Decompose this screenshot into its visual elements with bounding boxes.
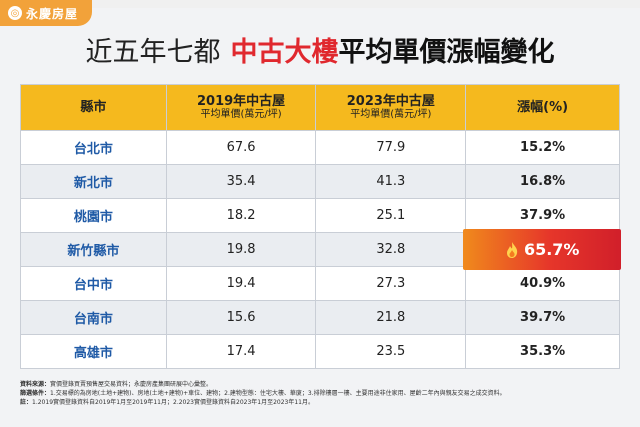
top-bar <box>0 0 640 8</box>
title-suffix: 平均單價漲幅變化 <box>338 37 555 68</box>
footnotes: 資料來源：實價登錄買賣預售屋交易資料；永慶房產集團研展中心彙整。 篩選條件：1.… <box>20 380 620 407</box>
value-2023-cell: 32.8 <box>315 232 467 267</box>
header-city: 縣市 <box>20 84 167 131</box>
rate-cell: 35.3% <box>465 334 620 369</box>
table-row: 台北市 67.6 77.9 15.2% <box>20 130 620 165</box>
table-row: 新竹縣市 19.8 32.8 65.7% <box>20 229 622 270</box>
page-title: 近五年七都 中古大樓平均單價漲幅變化 <box>0 30 640 76</box>
rate-cell: 16.8% <box>465 164 620 199</box>
value-2023-cell: 41.3 <box>315 164 467 199</box>
table-header-row: 縣市 2019年中古屋 平均單價(萬元/坪) 2023年中古屋 平均單價(萬元/… <box>20 84 620 131</box>
value-2019-cell: 35.4 <box>165 164 317 199</box>
header-2023-sub: 平均單價(萬元/坪) <box>350 109 432 120</box>
city-cell: 新北市 <box>20 164 167 199</box>
header-2019-title: 2019年中古屋 <box>196 94 286 109</box>
filter-note: 篩選條件：1.交易標的為房地(土地+建物)、房地(土地+建物)+車位、建物；2.… <box>20 389 620 398</box>
city-cell: 新竹縣市 <box>20 232 167 267</box>
value-2019-cell: 19.4 <box>165 266 317 301</box>
city-cell: 台南市 <box>20 300 167 335</box>
table-row: 高雄市 17.4 23.5 35.3% <box>20 334 620 369</box>
highlight-badge: 65.7% <box>463 229 622 270</box>
value-2019-cell: 18.2 <box>165 198 317 233</box>
flame-icon <box>506 241 518 258</box>
header-2019: 2019年中古屋 平均單價(萬元/坪) <box>165 84 317 131</box>
rate-cell: 39.7% <box>465 300 620 335</box>
value-2023-cell: 25.1 <box>315 198 467 233</box>
source-label: 資料來源： <box>20 381 51 388</box>
city-cell: 台北市 <box>20 130 167 165</box>
value-2023-cell: 21.8 <box>315 300 467 335</box>
city-cell: 桃園市 <box>20 198 167 233</box>
header-2023: 2023年中古屋 平均單價(萬元/坪) <box>315 84 467 131</box>
table-row: 新北市 35.4 41.3 16.8% <box>20 164 620 199</box>
table-row: 台南市 15.6 21.8 39.7% <box>20 300 620 335</box>
header-rate: 漲幅(%) <box>465 84 620 131</box>
rate-cell-highlight: 65.7% <box>463 229 622 270</box>
period-note: 註：1.2019實價登錄資料自2019年1月至2019年11月；2.2023實價… <box>20 398 620 407</box>
value-2023-cell: 27.3 <box>315 266 467 301</box>
filter-label: 篩選條件： <box>20 390 51 397</box>
source-note: 資料來源：實價登錄買賣預售屋交易資料；永慶房產集團研展中心彙整。 <box>20 380 620 389</box>
value-2023-cell: 23.5 <box>315 334 467 369</box>
table-row: 台中市 19.4 27.3 40.9% <box>20 266 620 301</box>
header-2023-title: 2023年中古屋 <box>346 94 435 109</box>
value-2019-cell: 17.4 <box>165 334 317 369</box>
header-2019-sub: 平均單價(萬元/坪) <box>200 109 282 120</box>
brand-logo: ◎ 永慶房屋 <box>0 0 92 26</box>
highlight-rate: 65.7% <box>523 240 580 259</box>
value-2023-cell: 77.9 <box>315 130 467 165</box>
rate-cell: 15.2% <box>465 130 620 165</box>
source-text: 實價登錄買賣預售屋交易資料；永慶房產集團研展中心彙整。 <box>50 381 213 388</box>
house-coin-icon: ◎ <box>8 6 22 20</box>
city-cell: 高雄市 <box>20 334 167 369</box>
value-2019-cell: 19.8 <box>165 232 317 267</box>
city-cell: 台中市 <box>20 266 167 301</box>
note-label: 註： <box>20 399 33 406</box>
value-2019-cell: 67.6 <box>165 130 317 165</box>
price-table: 縣市 2019年中古屋 平均單價(萬元/坪) 2023年中古屋 平均單價(萬元/… <box>20 84 622 369</box>
rate-cell: 37.9% <box>465 198 620 233</box>
filter-text: 1.交易標的為房地(土地+建物)、房地(土地+建物)+車位、建物；2.建物型態：… <box>50 390 506 397</box>
title-prefix: 近五年七都 <box>85 37 221 68</box>
brand-name: 永慶房屋 <box>26 6 79 21</box>
note-text: 1.2019實價登錄資料自2019年1月至2019年11月；2.2023實價登錄… <box>32 399 314 406</box>
title-highlight: 中古大樓 <box>230 37 339 68</box>
table-row: 桃園市 18.2 25.1 37.9% <box>20 198 620 233</box>
value-2019-cell: 15.6 <box>165 300 317 335</box>
rate-cell: 40.9% <box>465 266 620 301</box>
